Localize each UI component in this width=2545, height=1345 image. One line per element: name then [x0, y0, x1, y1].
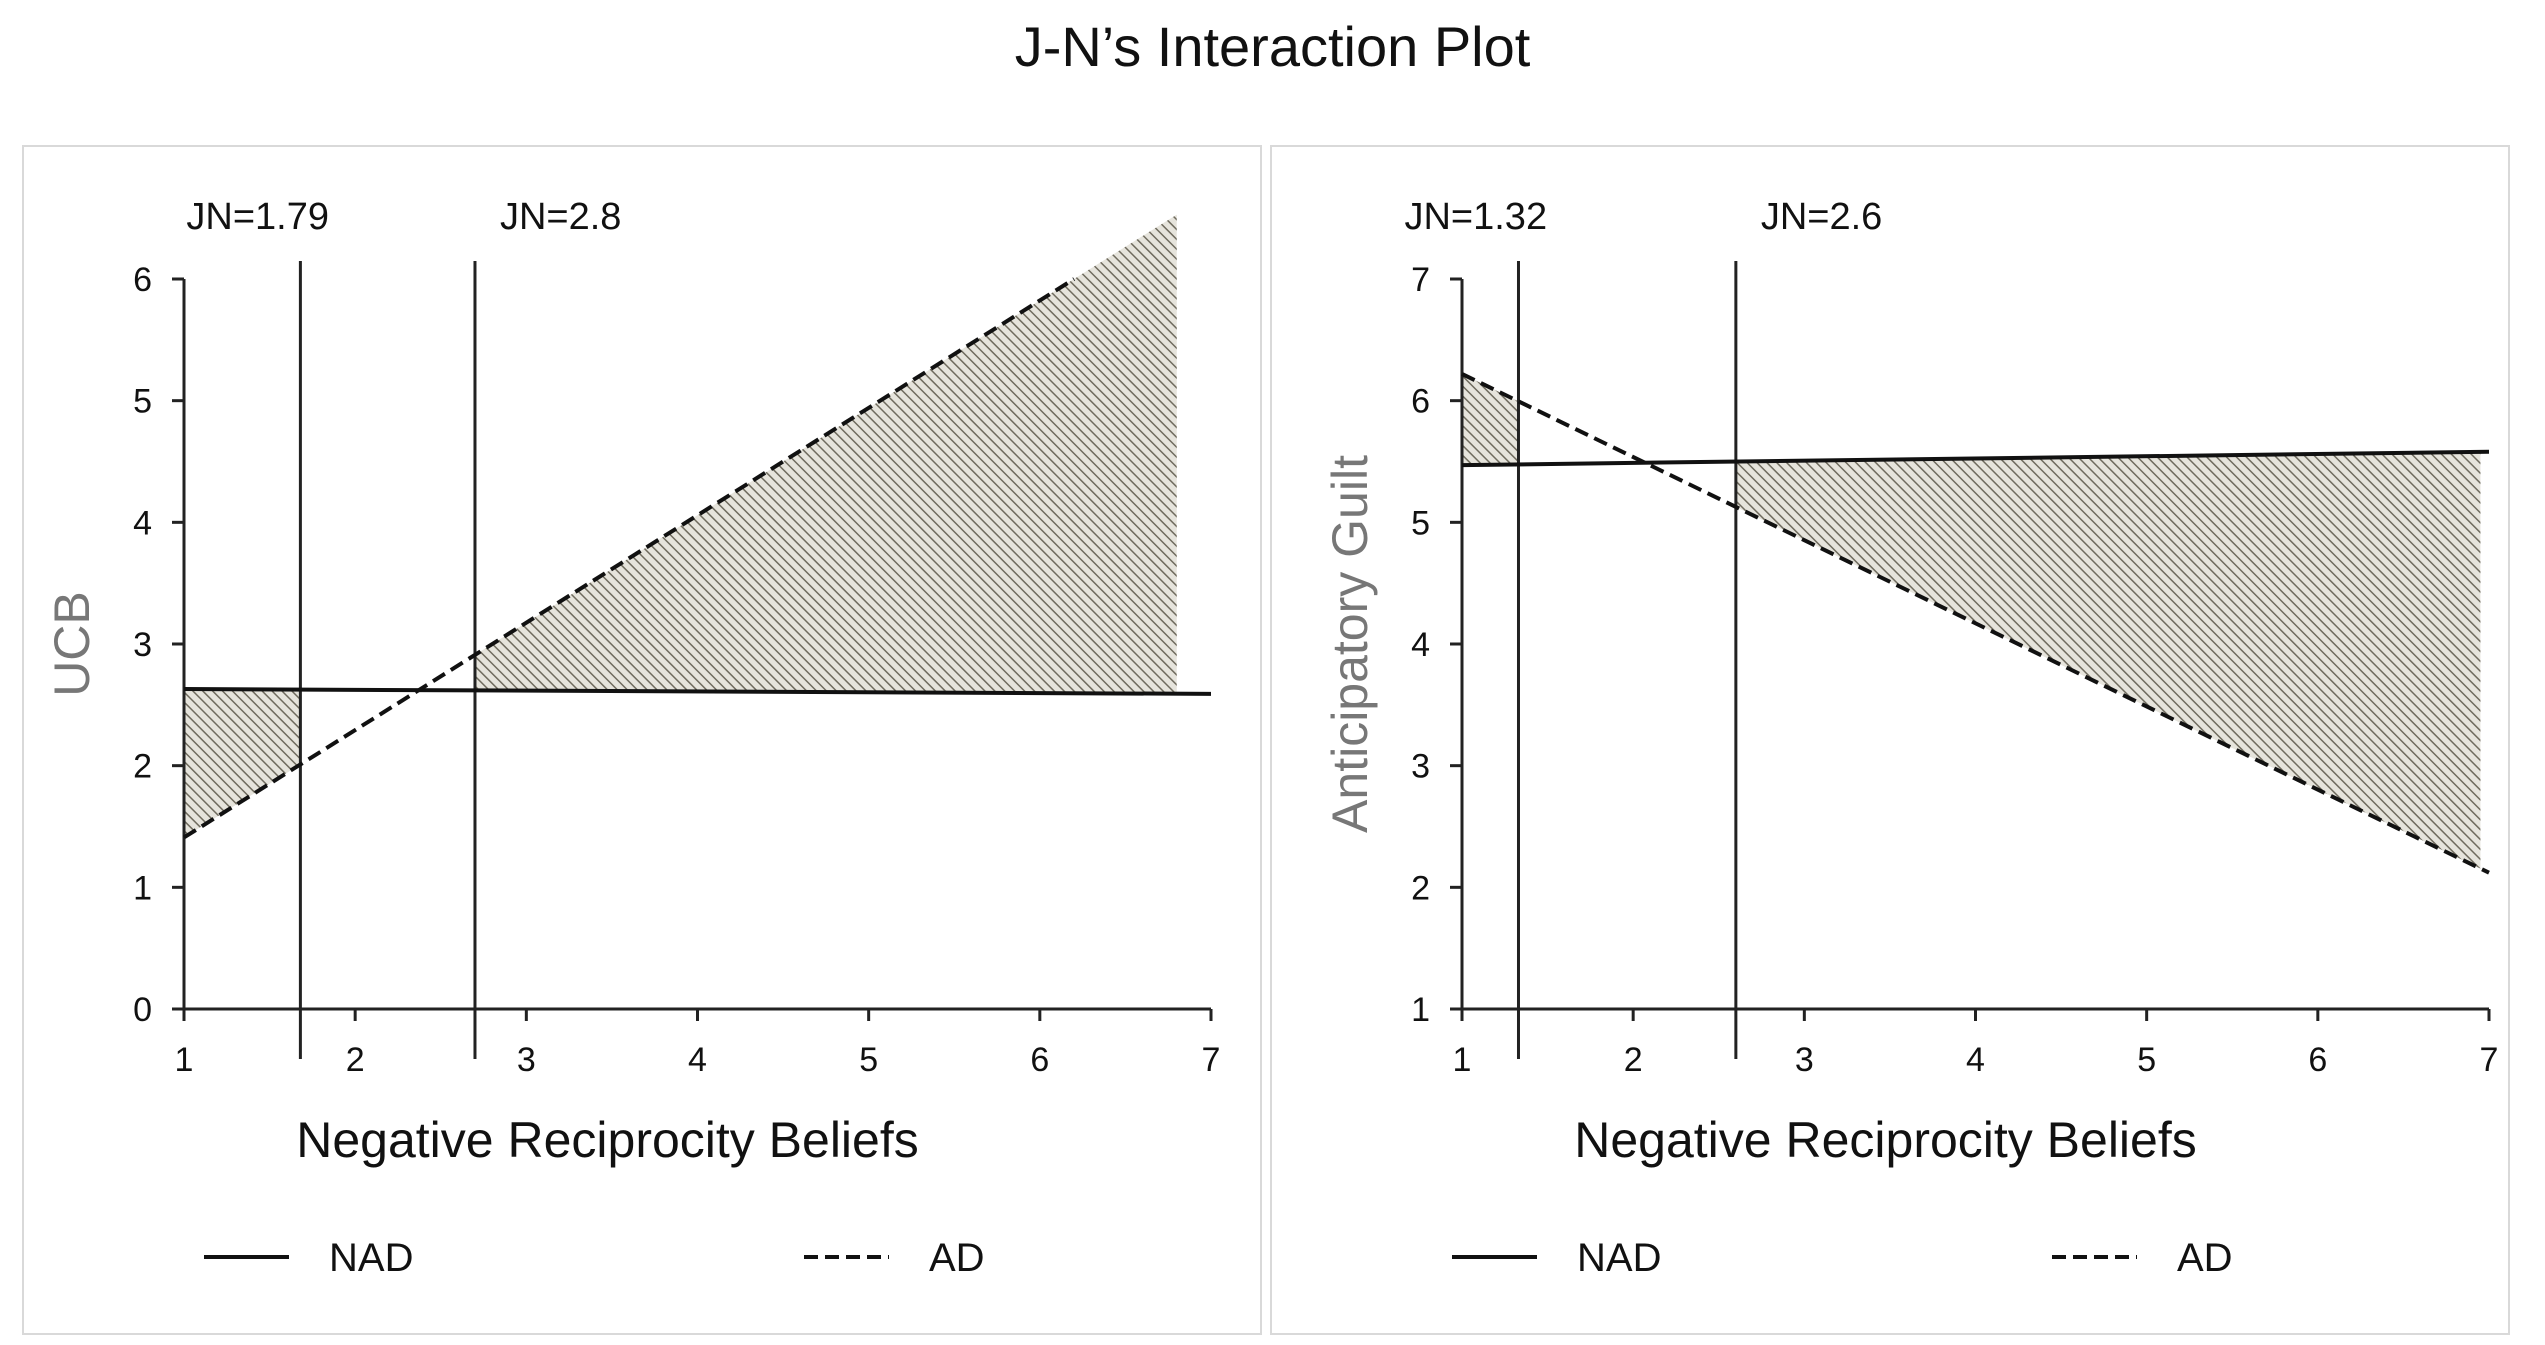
- y-axis-title: UCB: [44, 591, 100, 697]
- x-tick-label: 7: [1202, 1041, 1221, 1079]
- x-tick-label: 4: [1966, 1041, 1985, 1079]
- y-tick-label: 6: [1411, 383, 1430, 421]
- jn-label-1: JN=1.79: [186, 196, 329, 238]
- x-tick-label: 6: [2308, 1041, 2327, 1079]
- x-tick-label: 1: [1453, 1041, 1472, 1079]
- y-tick-label: 2: [133, 748, 152, 786]
- legend-label-ad: AD: [2177, 1236, 2233, 1280]
- series-line-ad: [1461, 372, 2490, 875]
- anticipatory-guilt-chart: 1 2 3 4 5 6 7 1 2 3 4 5 6 7 JN=1.32 JN=2.6 Negative Reci…: [1322, 196, 2499, 1280]
- chart-panel-ucb: 0 1 2 3 4 5 6 1 2 3 4 5 6 7 JN=1.79 JN=2.8 Negative Reci…: [22, 145, 1262, 1335]
- series-line-nad: [1461, 449, 2490, 468]
- y-tick-label: 3: [133, 626, 152, 664]
- y-axis-title: Anticipatory Guilt: [1322, 455, 1378, 833]
- series-line-nad: [183, 687, 1212, 696]
- x-tick-label: 2: [346, 1041, 365, 1079]
- legend-label-nad: NAD: [1577, 1236, 1661, 1280]
- shaded-region-2: [474, 214, 1177, 694]
- x-tick-label: 4: [688, 1041, 707, 1079]
- legend-label-nad: NAD: [329, 1236, 413, 1280]
- x-tick-label: 3: [1795, 1041, 1814, 1079]
- x-tick-label: 1: [175, 1041, 194, 1079]
- x-tick-label: 5: [2137, 1041, 2156, 1079]
- y-tick-label: 5: [133, 383, 152, 421]
- shaded-region-1: [1462, 373, 1519, 466]
- y-tick-label: 2: [1411, 869, 1430, 907]
- x-tick-label: 7: [2480, 1041, 2499, 1079]
- y-tick-label: 6: [133, 261, 152, 299]
- x-tick-label: 6: [1030, 1041, 1049, 1079]
- y-tick-label: 4: [1411, 626, 1430, 664]
- y-tick-label: 7: [1411, 261, 1430, 299]
- y-tick-label: 0: [133, 991, 152, 1029]
- y-tick-label: 5: [1411, 504, 1430, 542]
- y-tick-label: 1: [1411, 991, 1430, 1029]
- x-axis-title: Negative Reciprocity Beliefs: [296, 1112, 919, 1168]
- x-tick-label: 5: [859, 1041, 878, 1079]
- y-tick-label: 3: [1411, 748, 1430, 786]
- x-tick-label: 2: [1624, 1041, 1643, 1079]
- jn-label-1: JN=1.32: [1404, 196, 1547, 238]
- x-axis-title: Negative Reciprocity Beliefs: [1574, 1112, 2197, 1168]
- chart-panel-anticipatory-guilt: 1 2 3 4 5 6 7 1 2 3 4 5 6 7 JN=1.32 JN=2.6 Negative Reci…: [1270, 145, 2510, 1335]
- y-tick-label: 1: [133, 869, 152, 907]
- jn-label-2: JN=2.8: [500, 196, 621, 238]
- series-line-ad: [182, 277, 1076, 840]
- x-tick-label: 3: [517, 1041, 536, 1079]
- figure-title: J-N’s Interaction Plot: [1014, 15, 1531, 78]
- jn-label-2: JN=2.6: [1761, 196, 1882, 238]
- legend-label-ad: AD: [929, 1236, 985, 1280]
- shaded-region-1: [184, 689, 301, 838]
- y-tick-label: 4: [133, 504, 152, 542]
- shaded-region-2: [1735, 451, 2481, 869]
